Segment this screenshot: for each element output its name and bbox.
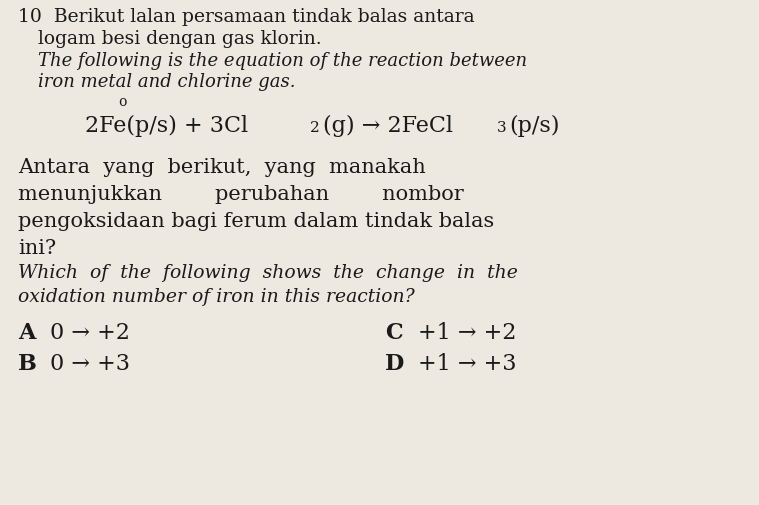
Text: 2: 2 xyxy=(310,121,320,135)
Text: The following is the equation of the reaction between: The following is the equation of the rea… xyxy=(38,52,527,70)
Text: menunjukkan        perubahan        nombor: menunjukkan perubahan nombor xyxy=(18,185,464,204)
Text: D: D xyxy=(385,353,405,375)
Text: A: A xyxy=(18,322,36,344)
Text: 0 → +2: 0 → +2 xyxy=(50,322,130,344)
Text: 2Fe(p/s) + 3Cl: 2Fe(p/s) + 3Cl xyxy=(85,115,248,137)
Text: (p/s): (p/s) xyxy=(509,115,559,137)
Text: ini?: ini? xyxy=(18,239,56,258)
Text: pengoksidaan bagi ferum dalam tindak balas: pengoksidaan bagi ferum dalam tindak bal… xyxy=(18,212,494,231)
Text: C: C xyxy=(385,322,402,344)
Text: iron metal and chlorine gas.: iron metal and chlorine gas. xyxy=(38,73,295,91)
Text: 10  Berikut lalan persamaan tindak balas antara: 10 Berikut lalan persamaan tindak balas … xyxy=(18,8,474,26)
Text: +1 → +2: +1 → +2 xyxy=(418,322,516,344)
Text: (g) → 2FeCl: (g) → 2FeCl xyxy=(323,115,453,137)
Text: +1 → +3: +1 → +3 xyxy=(418,353,517,375)
Text: 0 → +3: 0 → +3 xyxy=(50,353,130,375)
Text: Antara  yang  berikut,  yang  manakah: Antara yang berikut, yang manakah xyxy=(18,158,426,177)
Text: 3: 3 xyxy=(497,121,506,135)
Text: logam besi dengan gas klorin.: logam besi dengan gas klorin. xyxy=(38,30,322,48)
Text: Which  of  the  following  shows  the  change  in  the: Which of the following shows the change … xyxy=(18,264,518,282)
Text: oxidation number of iron in this reaction?: oxidation number of iron in this reactio… xyxy=(18,288,414,306)
Text: o: o xyxy=(118,95,127,109)
Text: B: B xyxy=(18,353,37,375)
